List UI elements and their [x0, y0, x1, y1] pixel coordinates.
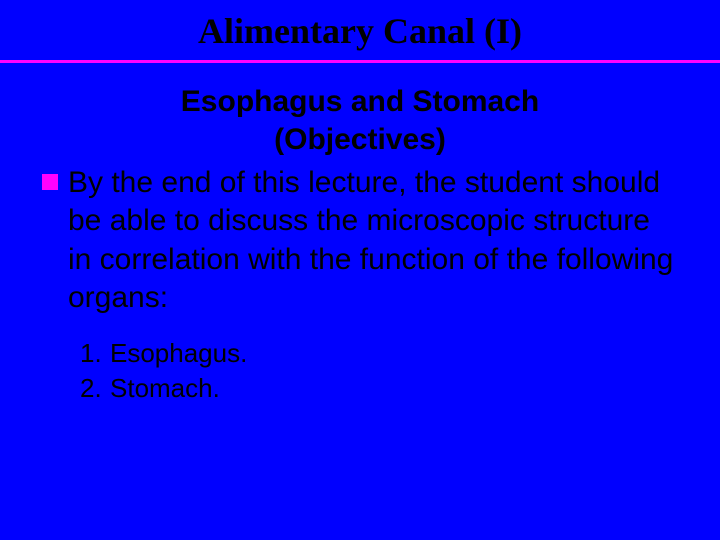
list-item: 1. Esophagus. — [80, 336, 680, 371]
list-item: 2. Stomach. — [80, 371, 680, 406]
slide-title: Alimentary Canal (I) — [0, 0, 720, 60]
square-bullet-icon — [42, 174, 58, 190]
subtitle-line-2: (Objectives) — [274, 123, 446, 156]
slide: Alimentary Canal (I) Esophagus and Stoma… — [0, 0, 720, 540]
list-number: 1. — [80, 336, 110, 371]
subtitle: Esophagus and Stomach (Objectives) — [40, 83, 680, 158]
subtitle-line-1: Esophagus and Stomach — [181, 85, 539, 118]
list-text: Esophagus. — [110, 336, 247, 371]
slide-content: Esophagus and Stomach (Objectives) By th… — [0, 63, 720, 406]
bullet-item: By the end of this lecture, the student … — [40, 164, 680, 318]
list-text: Stomach. — [110, 371, 220, 406]
body-text: By the end of this lecture, the student … — [68, 164, 680, 318]
numbered-list: 1. Esophagus. 2. Stomach. — [40, 336, 680, 406]
list-number: 2. — [80, 371, 110, 406]
